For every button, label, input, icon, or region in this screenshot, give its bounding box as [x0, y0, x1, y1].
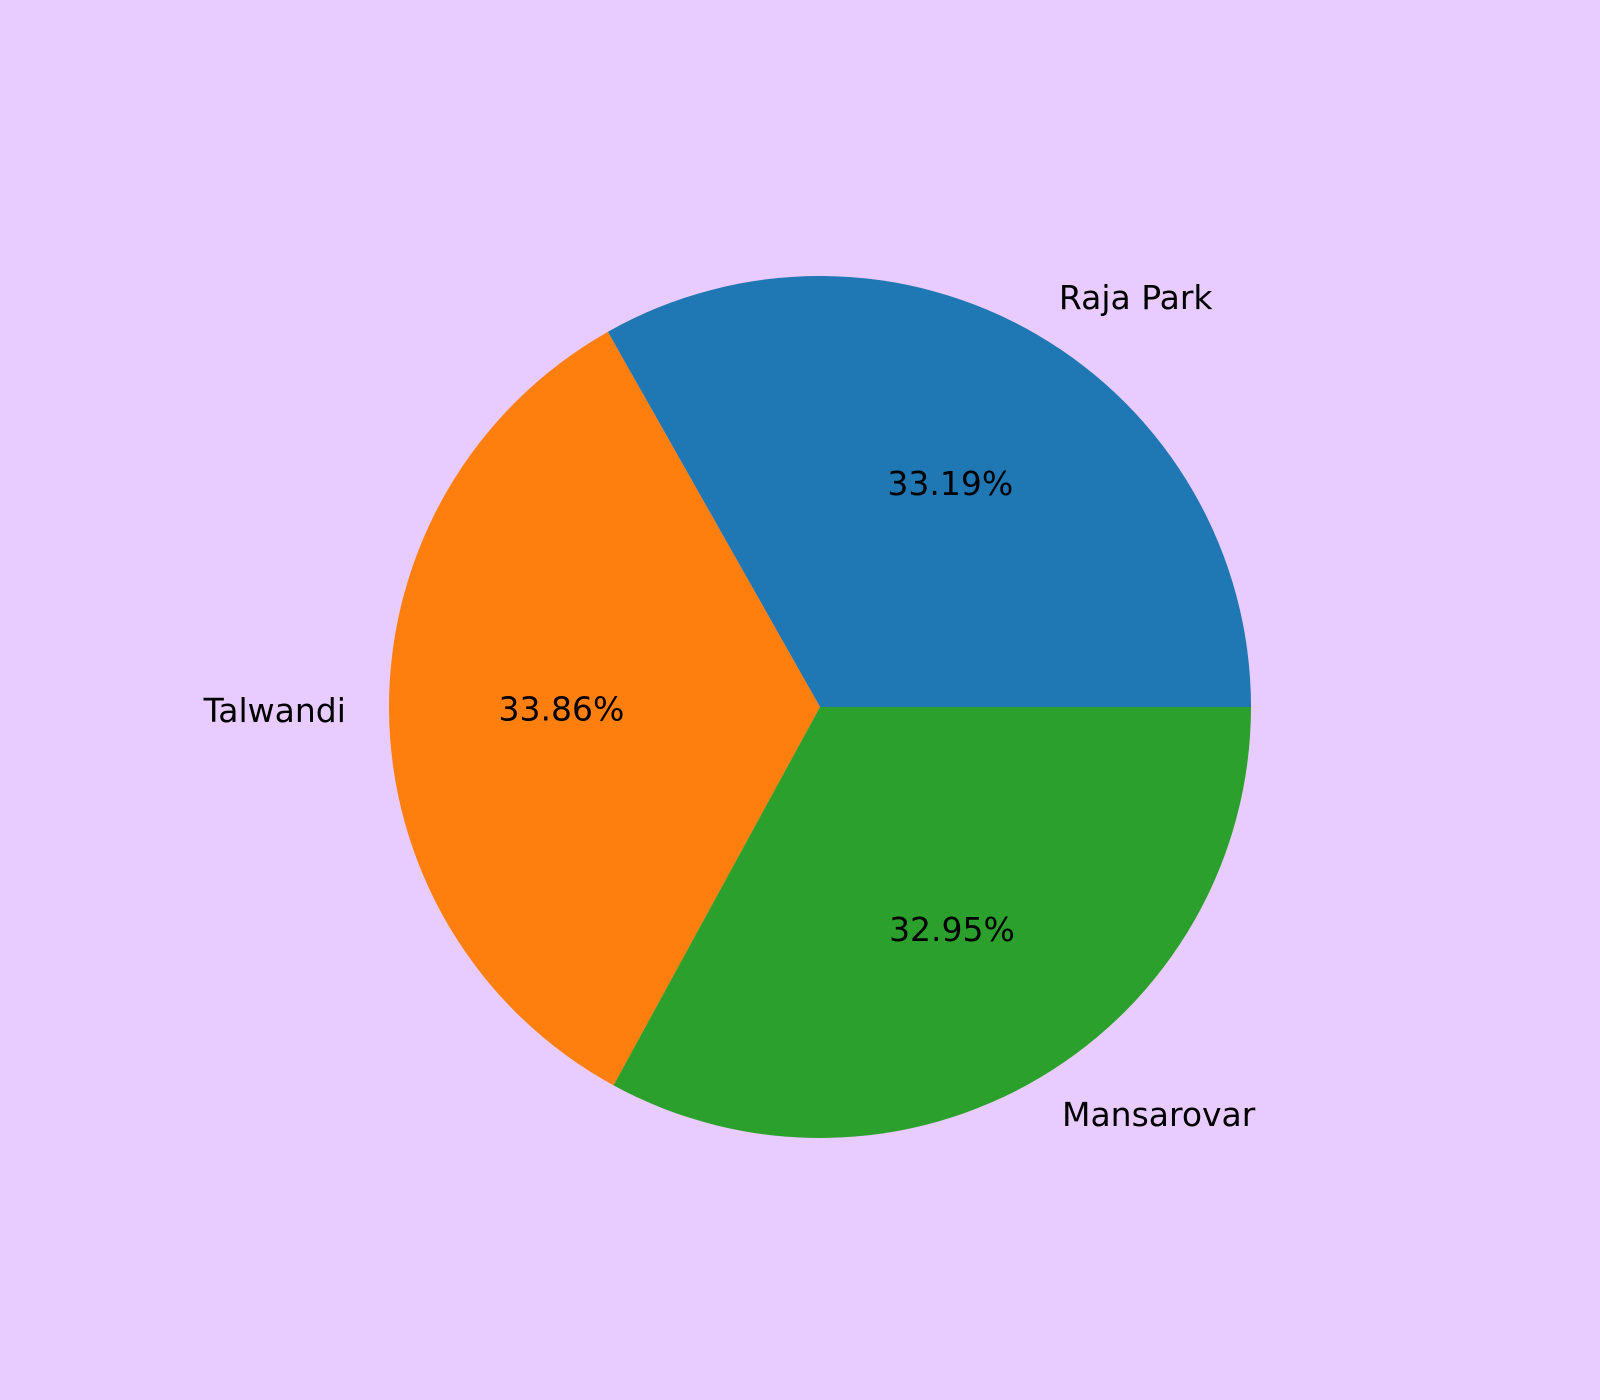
pie-slices — [388, 275, 1251, 1139]
category-labels: Raja Park Talwandi Mansarovar — [203, 278, 1256, 1134]
percent-label-mansarovar: 32.95% — [889, 910, 1015, 949]
pie-slice-talwandi — [388, 331, 820, 1086]
category-label-mansarovar: Mansarovar — [1062, 1095, 1256, 1134]
category-label-raja-park: Raja Park — [1059, 278, 1214, 317]
pie-slice-raja-park — [607, 275, 1251, 707]
pie-slice-mansarovar — [613, 707, 1251, 1139]
percent-label-raja-park: 33.19% — [887, 464, 1013, 503]
category-label-talwandi: Talwandi — [203, 691, 346, 730]
percent-label-talwandi: 33.86% — [498, 689, 624, 728]
percent-labels: 33.19% 33.86% 32.95% — [498, 464, 1014, 949]
